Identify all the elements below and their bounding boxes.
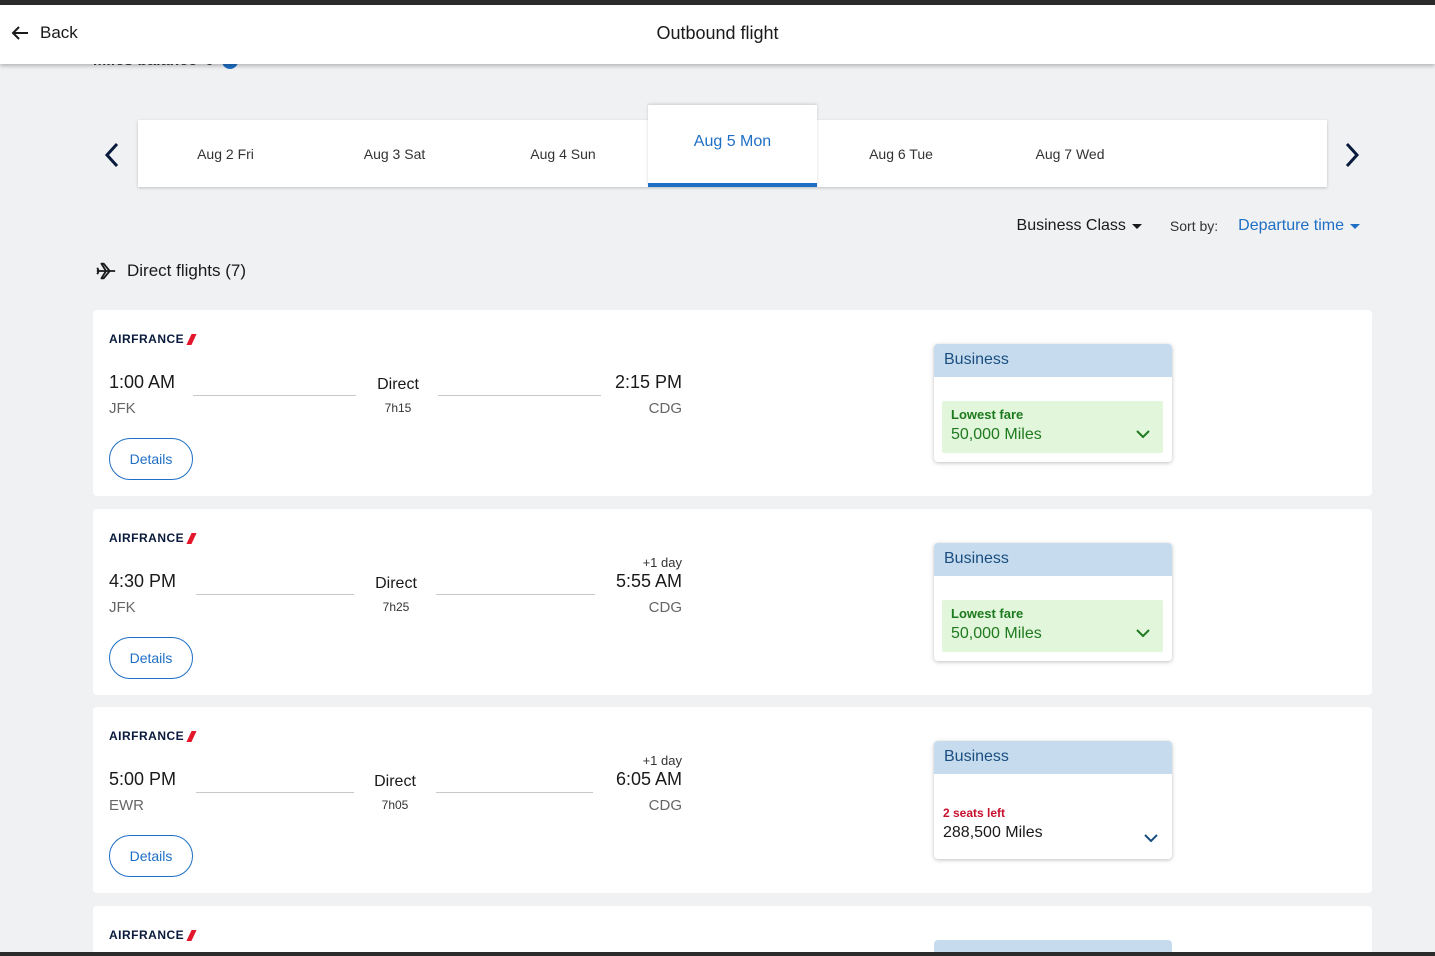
airline-logo: AIRFRANCE xyxy=(109,729,197,743)
airplane-icon xyxy=(96,262,116,280)
route-line xyxy=(436,594,595,595)
window-bottom-border xyxy=(0,952,1435,956)
airline-name: AIRFRANCE xyxy=(109,729,185,743)
chevron-right-icon xyxy=(1345,142,1360,168)
fare-note: Lowest fare xyxy=(951,407,1024,422)
fare-miles: 50,000 Miles xyxy=(951,426,1042,443)
flight-card: AIRFRANCE 4:30 PM JFK Direct 7h25 +1 day… xyxy=(93,509,1372,695)
airline-logo: AIRFRANCE xyxy=(109,531,197,545)
chevron-down-icon xyxy=(1136,430,1150,439)
flight-card: AIRFRANCE 1:00 AM JFK Direct 7h15 2:15 P… xyxy=(93,310,1372,496)
airline-slash-icon xyxy=(186,929,197,941)
airline-name: AIRFRANCE xyxy=(109,332,185,346)
departure-time: 5:00 PM xyxy=(109,769,177,789)
arrival-time: 5:55 AM xyxy=(615,571,682,591)
flight-card: AIRFRANCE xyxy=(93,906,1372,956)
arrival-airport: CDG xyxy=(648,400,682,417)
fare-box: Business 2 seats left 288,500 Miles xyxy=(934,741,1172,859)
cabin-class-dropdown[interactable]: Business Class xyxy=(1017,217,1142,235)
airline-logo: AIRFRANCE xyxy=(109,332,197,346)
section-header: Direct flights (7) xyxy=(95,260,246,282)
chevron-down-icon xyxy=(1136,629,1150,638)
date-tab-label: Aug 4 Sun xyxy=(530,145,596,162)
fare-option[interactable]: Lowest fare 50,000 Miles xyxy=(942,401,1163,453)
seats-left-note: 2 seats left xyxy=(943,806,1006,820)
airline-name: AIRFRANCE xyxy=(109,531,185,545)
sort-dropdown[interactable]: Departure time xyxy=(1238,217,1360,235)
arrival-time: 2:15 PM xyxy=(614,372,682,392)
next-day-indicator: +1 day xyxy=(642,555,682,570)
flight-duration: 7h25 xyxy=(382,600,410,614)
departure-time: 4:30 PM xyxy=(109,571,177,591)
date-tab-label: Aug 6 Tue xyxy=(869,145,933,162)
date-tab-label: Aug 2 Fri xyxy=(197,145,254,162)
chevron-down-icon xyxy=(1144,834,1158,843)
date-tab-label: Aug 3 Sat xyxy=(363,145,426,162)
section-title: Direct flights (7) xyxy=(127,261,247,280)
route-line xyxy=(196,594,354,595)
airline-name: AIRFRANCE xyxy=(109,928,185,942)
date-tab[interactable]: Aug 2 Fri xyxy=(138,120,313,187)
route-line xyxy=(436,792,593,793)
departure-time: 1:00 AM xyxy=(109,372,176,392)
sort-value: Departure time xyxy=(1238,217,1344,234)
date-selector: Aug 2 Fri Aug 3 Sat Aug 4 Sun Aug 5 Mon … xyxy=(138,105,1327,187)
route-line xyxy=(193,395,356,396)
app-header: Back Outbound flight xyxy=(0,5,1435,64)
date-tab[interactable]: Aug 4 Sun xyxy=(478,120,648,187)
date-tab[interactable]: Aug 3 Sat xyxy=(308,120,481,187)
date-tab[interactable]: Aug 6 Tue xyxy=(817,120,985,187)
next-day-indicator: +1 day xyxy=(642,753,682,768)
stop-label: Direct xyxy=(377,376,419,393)
flight-card: AIRFRANCE 5:00 PM EWR Direct 7h05 +1 day… xyxy=(93,707,1372,893)
filter-bar: Business Class Sort by: Departure time xyxy=(1017,217,1360,235)
airline-slash-icon xyxy=(186,730,197,742)
arrival-airport: CDG xyxy=(648,797,682,814)
airline-slash-icon xyxy=(186,333,197,345)
date-tab-active[interactable]: Aug 5 Mon xyxy=(648,105,817,187)
page-title: Outbound flight xyxy=(656,23,779,43)
arrival-airport: CDG xyxy=(648,599,682,616)
date-tab-label: Aug 7 Wed xyxy=(1035,145,1105,162)
airline-slash-icon xyxy=(186,532,197,544)
date-tab-label: Aug 5 Mon xyxy=(693,133,772,150)
fare-class: Business xyxy=(934,543,1172,576)
stop-label: Direct xyxy=(374,773,416,790)
back-button[interactable]: Back xyxy=(10,23,78,43)
airline-logo: AIRFRANCE xyxy=(109,928,197,942)
fare-class: Business xyxy=(934,741,1172,774)
fare-miles: 288,500 Miles xyxy=(943,824,1043,841)
arrow-left-icon xyxy=(11,26,28,40)
arrival-time: 6:05 AM xyxy=(615,769,682,789)
date-tab[interactable]: Aug 7 Wed xyxy=(985,120,1155,187)
next-dates-button[interactable] xyxy=(1340,140,1364,170)
fare-note: Lowest fare xyxy=(951,606,1024,621)
stop-label: Direct xyxy=(375,575,417,592)
departure-airport: JFK xyxy=(109,400,136,417)
fare-box: Business Lowest fare 50,000 Miles xyxy=(934,344,1172,462)
prev-dates-button[interactable] xyxy=(100,140,124,170)
fare-class: Business xyxy=(934,344,1172,377)
flight-duration: 7h05 xyxy=(381,798,409,812)
details-button[interactable]: Details xyxy=(109,438,193,480)
details-button[interactable]: Details xyxy=(109,637,193,679)
route-line xyxy=(438,395,601,396)
fare-option[interactable]: 2 seats left 288,500 Miles xyxy=(942,806,1163,852)
chevron-left-icon xyxy=(104,142,119,168)
route-line xyxy=(196,792,354,793)
cabin-class-value: Business Class xyxy=(1016,217,1126,234)
departure-airport: JFK xyxy=(109,599,136,616)
sort-label: Sort by: xyxy=(1169,218,1219,234)
caret-down-icon xyxy=(1131,223,1142,229)
departure-airport: EWR xyxy=(109,797,144,814)
fare-box: Business Lowest fare 50,000 Miles xyxy=(934,543,1172,661)
window-top-border xyxy=(0,0,1435,5)
details-button[interactable]: Details xyxy=(109,835,193,877)
flight-duration: 7h15 xyxy=(384,401,412,415)
fare-miles: 50,000 Miles xyxy=(951,625,1042,642)
fare-option[interactable]: Lowest fare 50,000 Miles xyxy=(942,600,1163,652)
caret-down-icon xyxy=(1350,223,1360,229)
back-label: Back xyxy=(40,23,78,42)
